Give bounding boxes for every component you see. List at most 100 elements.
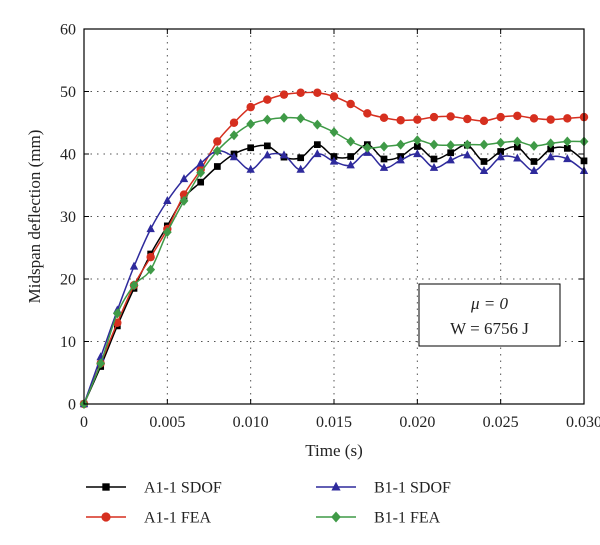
- data-point-diamond: [512, 136, 522, 147]
- data-point-triangle: [296, 164, 305, 173]
- data-point-diamond: [329, 127, 339, 138]
- data-point-diamond: [529, 140, 539, 151]
- data-point-diamond: [262, 114, 272, 125]
- data-point-diamond: [279, 112, 289, 123]
- data-point-square: [330, 153, 338, 160]
- data-point-diamond: [312, 119, 322, 130]
- data-point-square: [547, 145, 555, 153]
- data-point-diamond: [112, 308, 122, 319]
- data-point-diamond: [129, 280, 139, 291]
- data-point-circle: [529, 114, 539, 123]
- y-tick-label: 50: [60, 84, 76, 101]
- data-point-square: [480, 158, 488, 165]
- data-point-triangle: [446, 155, 455, 164]
- data-point-square: [563, 145, 571, 152]
- data-point-square: [297, 154, 305, 162]
- data-point-square: [497, 148, 505, 155]
- data-point-diamond: [229, 130, 239, 141]
- data-point-triangle: [463, 150, 472, 159]
- data-point-triangle: [313, 149, 322, 158]
- data-point-triangle: [246, 164, 255, 173]
- data-point-circle: [246, 102, 255, 112]
- data-point-circle: [213, 137, 222, 146]
- data-point-diamond: [362, 142, 372, 153]
- data-point-triangle: [379, 162, 389, 171]
- legend-label: A1-1 SDOF: [144, 480, 222, 497]
- data-point-diamond: [546, 138, 556, 149]
- x-tick-label: 0.015: [316, 414, 352, 431]
- legend-label: B1-1 SDOF: [374, 480, 451, 497]
- data-point-square: [247, 144, 255, 152]
- legend: A1-1 SDOF A1-1 FEA B1-1 SDOF B1-1 FEA: [86, 480, 451, 527]
- data-point-diamond: [396, 139, 406, 150]
- y-tick-label: 40: [60, 147, 76, 164]
- data-point-square: [413, 143, 421, 150]
- data-point-circle: [363, 109, 372, 118]
- data-point-triangle: [263, 150, 272, 159]
- legend-item: B1-1 SDOF: [316, 480, 451, 497]
- legend-item: B1-1 FEA: [316, 510, 441, 527]
- data-point-circle: [413, 115, 422, 124]
- data-point-square: [197, 178, 205, 186]
- data-point-triangle: [496, 152, 505, 161]
- legend-item: A1-1 SDOF: [86, 480, 222, 497]
- data-point-diamond: [246, 118, 256, 130]
- data-point-circle: [313, 88, 322, 97]
- x-axis-label: Time (s): [305, 441, 362, 460]
- data-point-circle: [513, 111, 522, 121]
- data-point-diamond: [346, 136, 356, 147]
- data-point-circle: [479, 116, 489, 126]
- data-point-diamond: [379, 141, 389, 152]
- axis-ticks: 0 0.005 0.010 0.015 0.020 0.025 0.030 0 10 20 30 40…: [60, 22, 600, 432]
- data-point-circle: [346, 99, 355, 109]
- data-point-triangle: [529, 166, 539, 175]
- data-point-diamond: [331, 511, 341, 523]
- annotation-energy: W = 6756 J: [450, 319, 529, 338]
- data-point-circle: [563, 114, 572, 123]
- data-point-diamond: [412, 135, 422, 146]
- data-point-diamond: [196, 167, 206, 178]
- x-tick-label: 0.025: [483, 414, 519, 431]
- data-point-square: [213, 163, 221, 170]
- data-point-circle: [463, 114, 472, 124]
- data-point-square: [447, 149, 455, 157]
- data-point-diamond: [496, 137, 506, 148]
- y-tick-label: 10: [60, 334, 76, 351]
- legend-label: A1-1 FEA: [144, 510, 212, 527]
- data-point-circle: [446, 112, 455, 121]
- annotation-frame: [418, 283, 561, 347]
- series-b1-1-fea: [79, 112, 589, 410]
- data-point-circle: [429, 112, 439, 122]
- x-tick-label: 0: [80, 414, 88, 431]
- data-point-diamond: [296, 113, 306, 124]
- data-point-circle: [296, 88, 305, 97]
- y-axis-label: Midspan deflection (mm): [25, 130, 44, 304]
- data-point-square: [513, 143, 521, 151]
- data-point-diamond: [479, 139, 489, 150]
- data-point-square: [430, 155, 438, 163]
- data-point-triangle: [229, 152, 239, 161]
- data-point-diamond: [96, 358, 106, 369]
- x-tick-label: 0.010: [233, 414, 269, 431]
- data-point-diamond: [179, 195, 189, 206]
- data-point-circle: [263, 95, 272, 104]
- data-point-triangle: [146, 224, 155, 233]
- data-point-circle: [396, 116, 405, 125]
- data-point-square: [263, 142, 271, 150]
- data-point-triangle: [329, 156, 339, 165]
- y-tick-label: 0: [68, 397, 76, 414]
- data-point-triangle: [331, 481, 341, 491]
- y-tick-label: 20: [60, 272, 76, 289]
- x-tick-label: 0.030: [566, 414, 600, 431]
- data-point-circle: [329, 92, 339, 101]
- data-point-square: [530, 158, 538, 165]
- data-point-triangle: [346, 160, 355, 169]
- y-tick-label: 60: [60, 22, 76, 39]
- data-point-diamond: [446, 140, 456, 151]
- data-point-circle: [379, 113, 389, 122]
- data-point-diamond: [462, 139, 472, 150]
- annotation-box: μ = 0 W = 6756 J: [418, 283, 561, 347]
- data-point-circle: [101, 512, 111, 522]
